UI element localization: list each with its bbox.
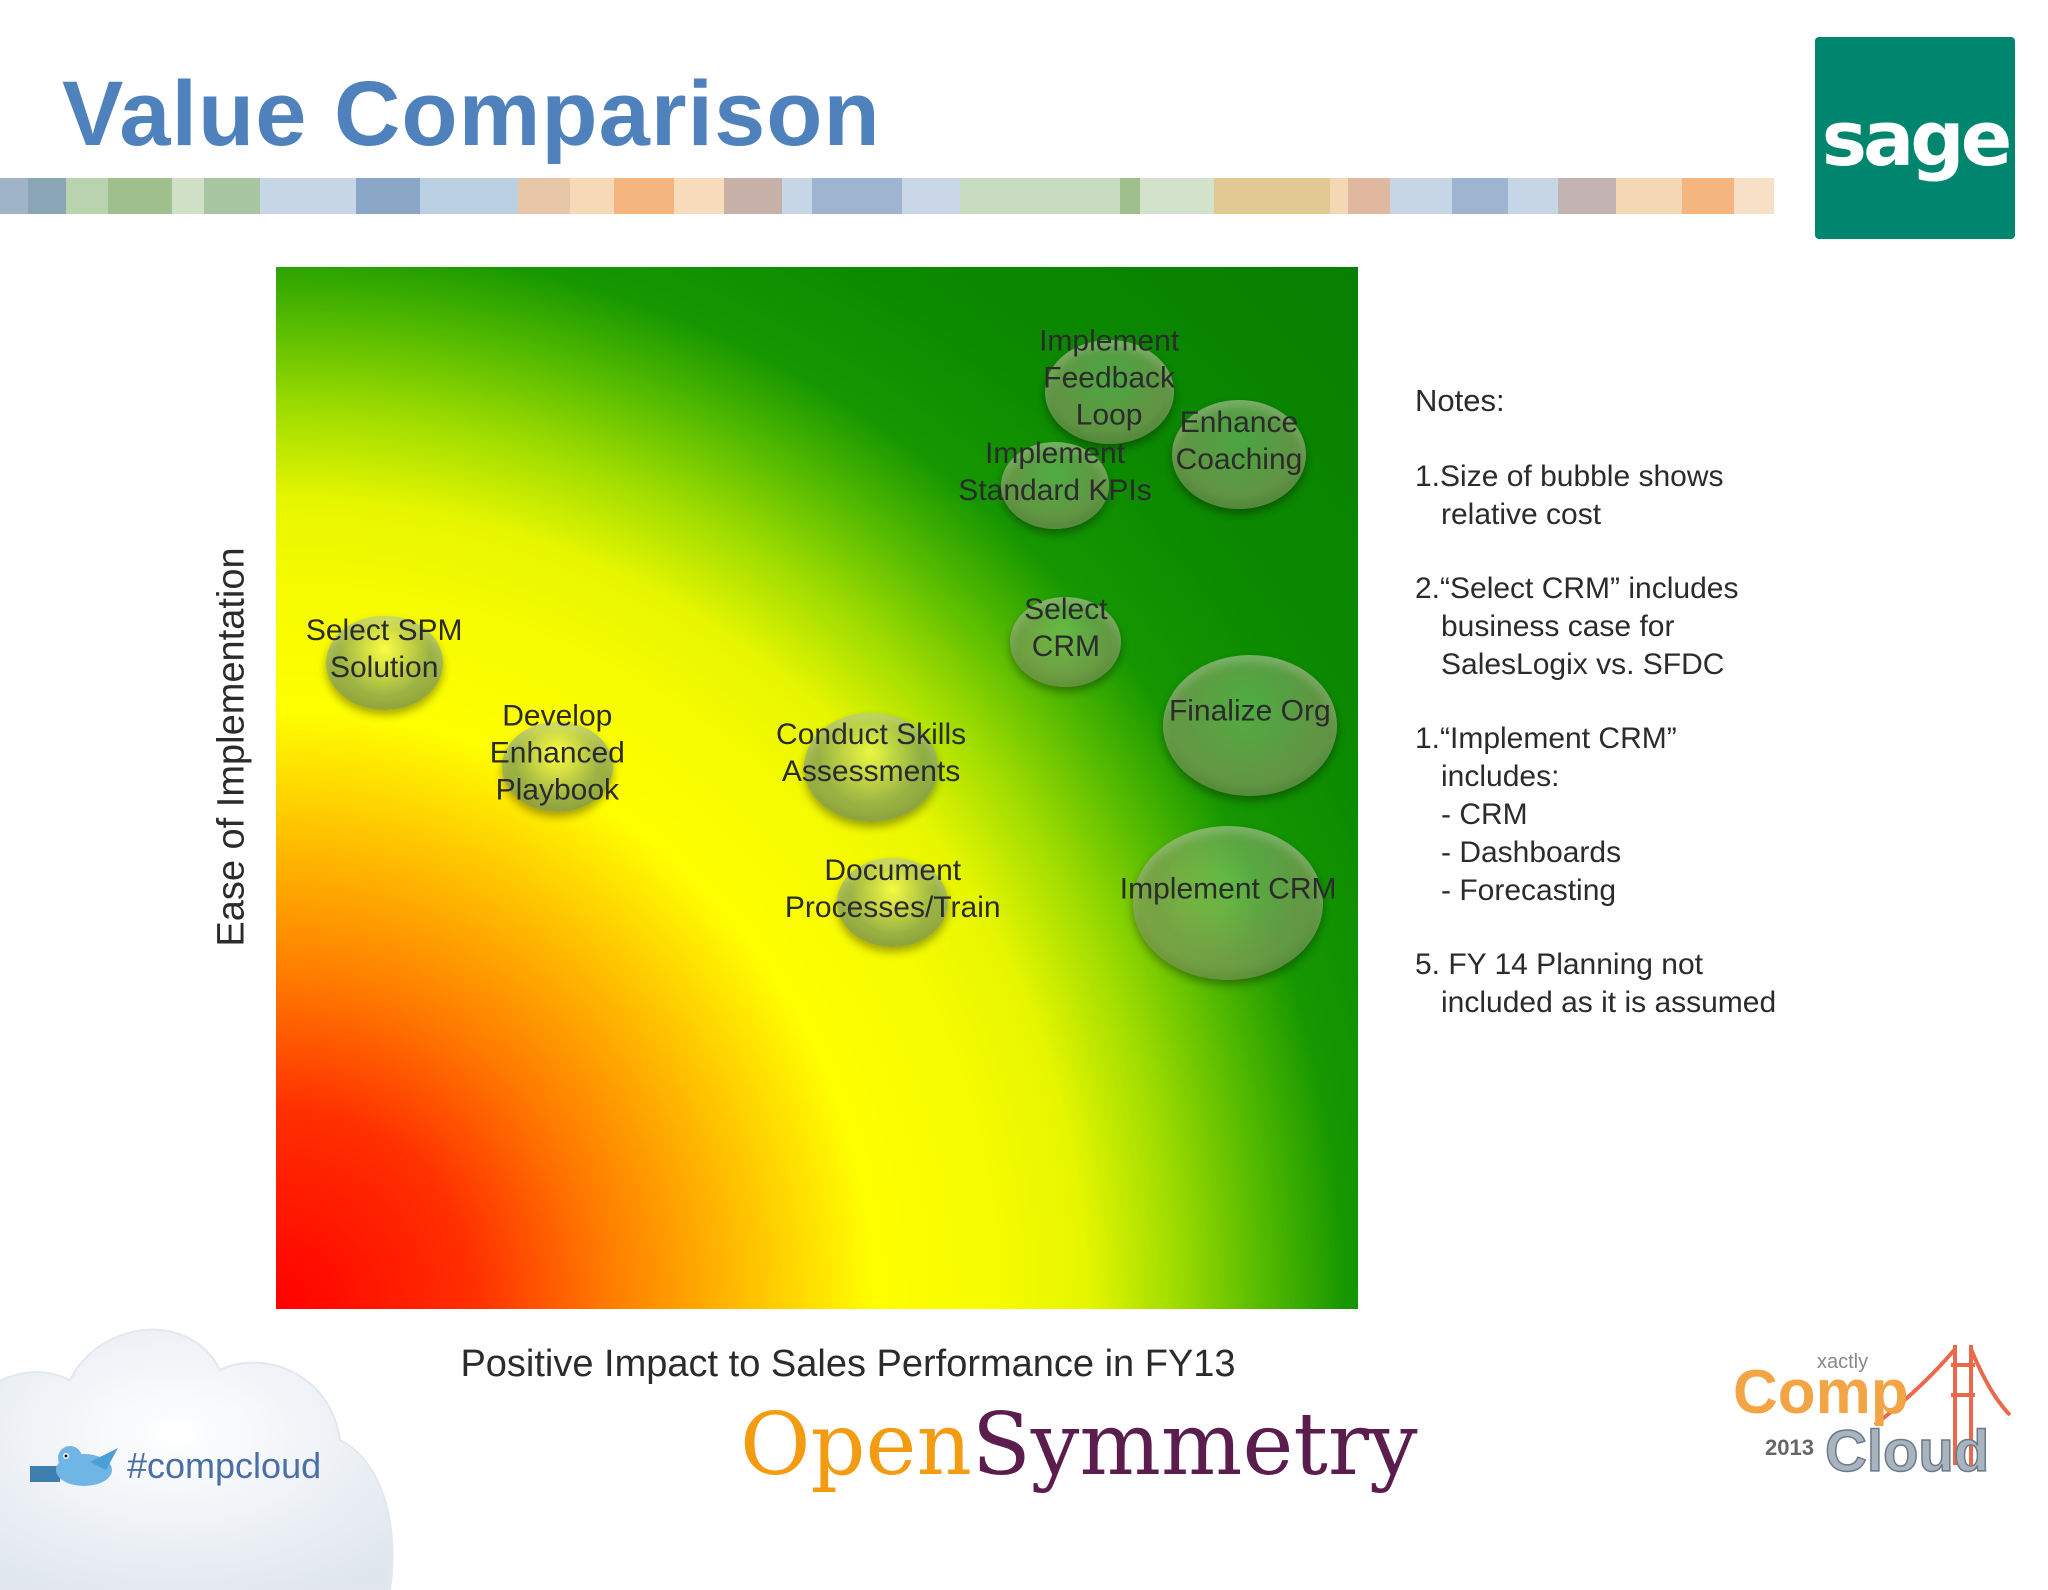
bubble-label: Develop Enhanced Playbook [490, 698, 625, 809]
bubble-label: Implement CRM [1120, 870, 1337, 907]
bubble-label-line: Loop [1075, 398, 1143, 432]
note-subitem: - Forecasting [1441, 874, 1617, 907]
note-line: relative cost [1441, 498, 1602, 531]
bubble-label-line: Document [824, 853, 962, 887]
note-item: 5. FY 14 Planning not included as it is a… [1415, 946, 1885, 1022]
bubble-label: Finalize Org [1169, 693, 1331, 730]
bubble-label: Conduct Skills Assessments [776, 716, 966, 790]
opensymmetry-logo: OpenSymmetry [740, 1395, 1418, 1495]
bubble-label-line: Coaching [1175, 442, 1303, 476]
bubble-label-line: Develop [502, 699, 613, 733]
bubble-label-line: Implement [1039, 324, 1180, 358]
bubble-finalize-org [1162, 654, 1337, 796]
bubble-label-line: Implement [984, 436, 1126, 470]
bubble-label-line: Select SPM [305, 613, 463, 647]
bubble-label-line: Conduct Skills [776, 718, 967, 752]
bubble-label: Select CRM [1024, 591, 1107, 665]
opensymmetry-logo-open: Open [740, 1395, 972, 1495]
bubble-select-spm-solution [325, 615, 443, 711]
note-line: 1.Size of bubble shows [1415, 460, 1724, 493]
bubble-label: Select SPM Solution [306, 612, 463, 686]
bubble-label-line: CRM [1031, 630, 1101, 664]
y-axis-label: Ease of Implementation [210, 547, 253, 947]
note-line: includes: [1441, 760, 1560, 793]
note-line: business case for [1441, 610, 1675, 643]
note-subitem: - CRM [1441, 798, 1528, 831]
note-item: 2.“Select CRM” includes business case for… [1415, 570, 1885, 684]
slide-title: Value Comparison [62, 63, 881, 165]
decorative-color-stripe [0, 178, 1815, 214]
bubble-label-line: Implement CRM [1119, 872, 1337, 906]
note-item: 1.“Implement CRM” includes: - CRM - Dashboa… [1415, 720, 1885, 910]
bubble-label-line: Solution [329, 650, 439, 684]
notes-panel: Notes: 1.Size of bubble shows relative co… [1415, 382, 1885, 1058]
bubble-label-line: Enhance [1179, 405, 1299, 439]
bubble-develop-enhanced-playbook [501, 722, 613, 813]
note-line: 1.“Implement CRM” [1415, 722, 1677, 755]
bubble-chart-plot-area: Implement Feedback Loop Enhance Coaching Impl… [276, 267, 1358, 1309]
compcloud-logo: xactly Comp 2013 Cloud [1733, 1345, 2012, 1485]
sage-logo-text: sage [1821, 93, 2012, 183]
note-subitem: - Dashboards [1441, 836, 1622, 869]
bubble-conduct-skills-assessments [803, 712, 939, 822]
bubble-select-crm [1010, 597, 1122, 687]
bubble-label-line: Assessments [781, 755, 961, 789]
bubble-label: Implement Standard KPIs [958, 435, 1151, 509]
bubble-document-processes-train [837, 857, 949, 948]
bubble-implement-crm [1133, 825, 1324, 980]
bubble-label-line: Standard KPIs [958, 473, 1152, 507]
bubble-label-line: Feedback [1043, 361, 1175, 395]
note-item: 1.Size of bubble shows relative cost [1415, 458, 1885, 534]
bubble-label-line: Select [1024, 593, 1108, 627]
bubble-label: Document Processes/Train [785, 852, 1001, 926]
bubble-label-line: Finalize Org [1168, 694, 1331, 728]
bird-icon [30, 1446, 118, 1486]
note-line: 2.“Select CRM” includes [1415, 572, 1739, 605]
compcloud-xactly-text: xactly [1817, 1351, 1868, 1373]
x-axis-label: Positive Impact to Sales Performance in … [460, 1343, 1236, 1385]
bubble-implement-standard-kpis [1001, 442, 1109, 530]
sage-logo: sage [1815, 37, 2015, 239]
bubble-label-line: Playbook [495, 773, 620, 807]
hashtag-text: #compcloud [127, 1445, 322, 1486]
compcloud-cloud-text: Cloud [1825, 1419, 1989, 1484]
compcloud-year-text: 2013 [1765, 1435, 1814, 1460]
bubble-label-line: Enhanced [489, 736, 625, 770]
bubble-label: Implement Feedback Loop [1039, 323, 1179, 434]
note-line: SalesLogix vs. SFDC [1441, 648, 1725, 681]
compcloud-comp-text: Comp [1733, 1358, 1909, 1427]
notes-heading: Notes: [1415, 383, 1505, 418]
bubble-label: Enhance Coaching [1176, 404, 1303, 478]
bubble-implement-feedback-loop [1044, 339, 1174, 445]
bubble-enhance-coaching [1171, 400, 1307, 509]
opensymmetry-logo-symmetry: Symmetry [971, 1395, 1418, 1495]
bubble-label-line: Processes/Train [784, 890, 1001, 924]
note-line: 5. FY 14 Planning not [1415, 948, 1703, 981]
cloud-decoration [0, 1328, 394, 1590]
note-line: included as it is assumed [1441, 986, 1777, 1019]
